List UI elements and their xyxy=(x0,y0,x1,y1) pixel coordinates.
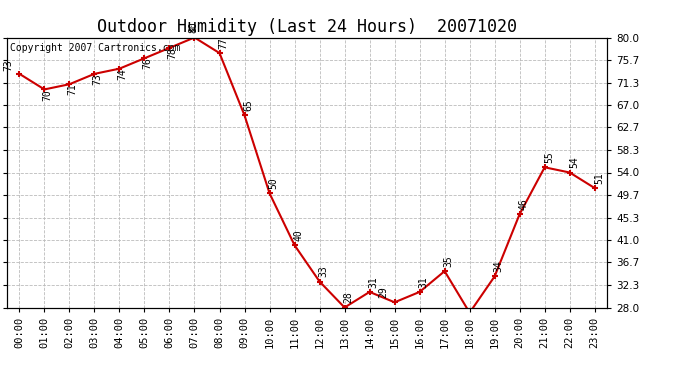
Text: 31: 31 xyxy=(419,276,428,288)
Text: 28: 28 xyxy=(344,292,354,303)
Text: 55: 55 xyxy=(544,152,554,163)
Text: 78: 78 xyxy=(167,47,177,59)
Text: 46: 46 xyxy=(519,198,529,210)
Text: 65: 65 xyxy=(244,99,254,111)
Text: 77: 77 xyxy=(219,37,228,49)
Text: 35: 35 xyxy=(444,255,454,267)
Text: Copyright 2007 Cartronics.com: Copyright 2007 Cartronics.com xyxy=(10,43,180,53)
Title: Outdoor Humidity (Last 24 Hours)  20071020: Outdoor Humidity (Last 24 Hours) 2007102… xyxy=(97,18,517,36)
Text: 76: 76 xyxy=(142,58,152,69)
Text: 74: 74 xyxy=(117,68,127,80)
Text: 29: 29 xyxy=(379,286,388,298)
Text: 51: 51 xyxy=(594,172,604,184)
Text: 50: 50 xyxy=(268,177,279,189)
Text: 54: 54 xyxy=(569,157,579,168)
Text: 73: 73 xyxy=(92,73,102,85)
Text: 70: 70 xyxy=(42,89,52,101)
Text: 33: 33 xyxy=(319,266,328,278)
Text: 34: 34 xyxy=(494,260,504,272)
Text: 80: 80 xyxy=(188,22,198,33)
Text: 71: 71 xyxy=(67,84,77,95)
Text: 40: 40 xyxy=(294,229,304,241)
Text: 27: 27 xyxy=(0,374,1,375)
Text: 31: 31 xyxy=(368,276,379,288)
Text: 73: 73 xyxy=(3,59,13,71)
